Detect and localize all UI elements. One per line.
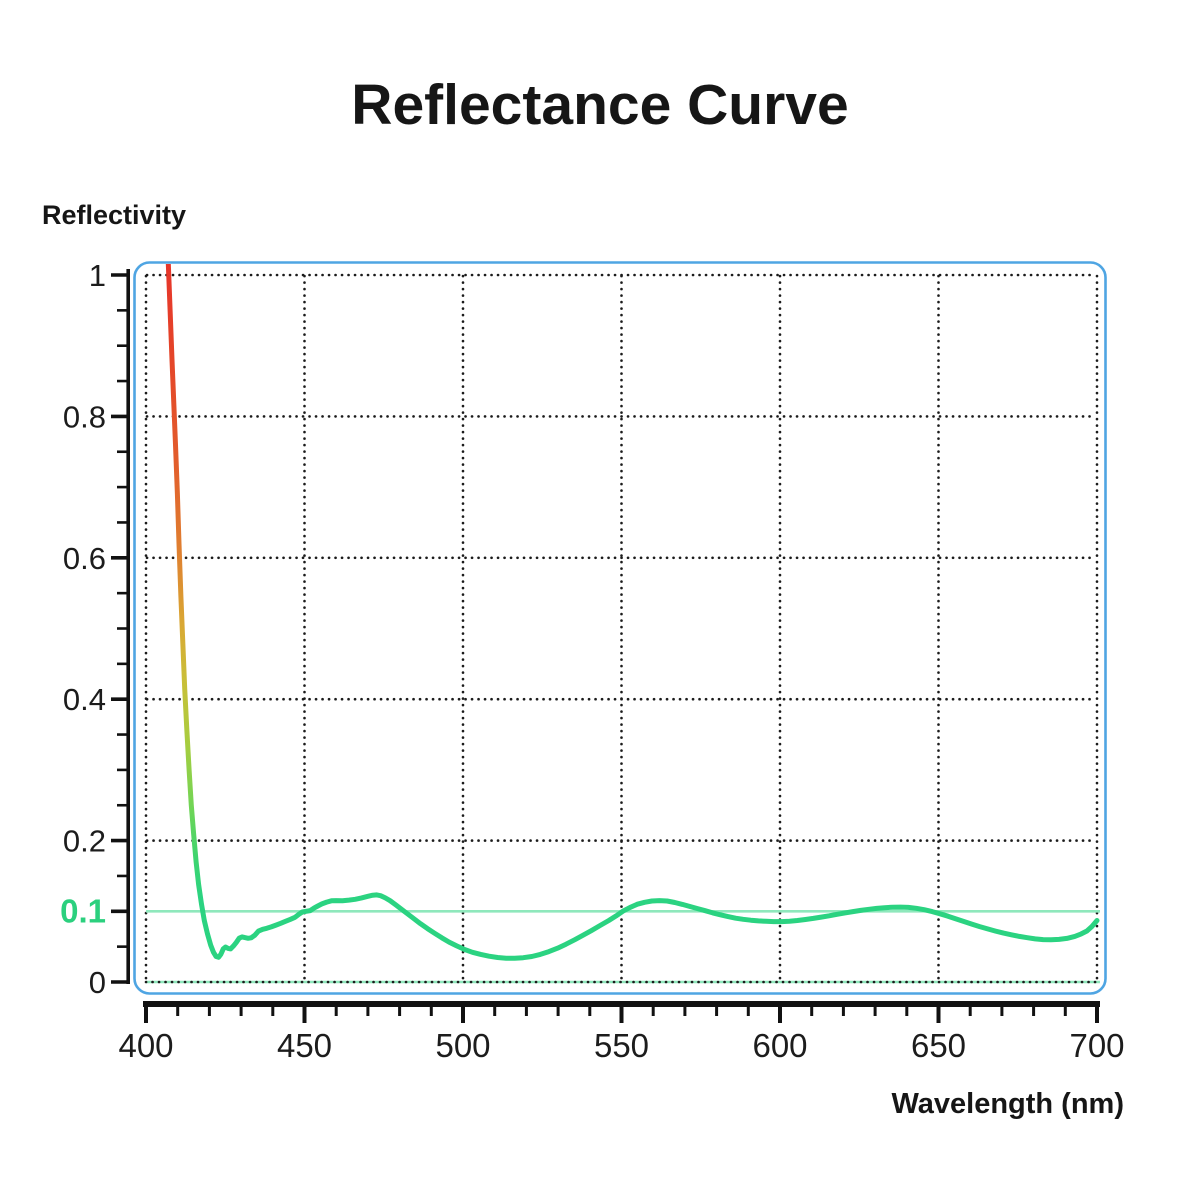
y-tick-label: 0.8: [63, 399, 106, 434]
x-tick-label: 700: [1069, 1027, 1124, 1064]
y-axis-title: Reflectivity: [42, 200, 187, 230]
chart-title: Reflectance Curve: [351, 73, 849, 137]
y-tick-label: 0.1: [60, 892, 106, 929]
y-tick-label: 0.2: [63, 824, 106, 859]
x-tick-label: 600: [752, 1027, 807, 1064]
reflectance-curve: [165, 264, 1100, 961]
x-tick-label: 450: [277, 1027, 332, 1064]
x-tick-label: 400: [118, 1027, 173, 1064]
plot-border: [133, 261, 1107, 995]
x-tick-label: 500: [435, 1027, 490, 1064]
y-tick-label: 0.4: [63, 682, 106, 717]
x-axis-title: Wavelength (nm): [891, 1088, 1124, 1120]
y-tick-label: 0.6: [63, 541, 106, 576]
x-tick-label: 650: [911, 1027, 966, 1064]
y-tick-label: 1: [89, 258, 106, 293]
x-tick-label: 550: [594, 1027, 649, 1064]
y-tick-label: 0: [89, 965, 106, 1000]
